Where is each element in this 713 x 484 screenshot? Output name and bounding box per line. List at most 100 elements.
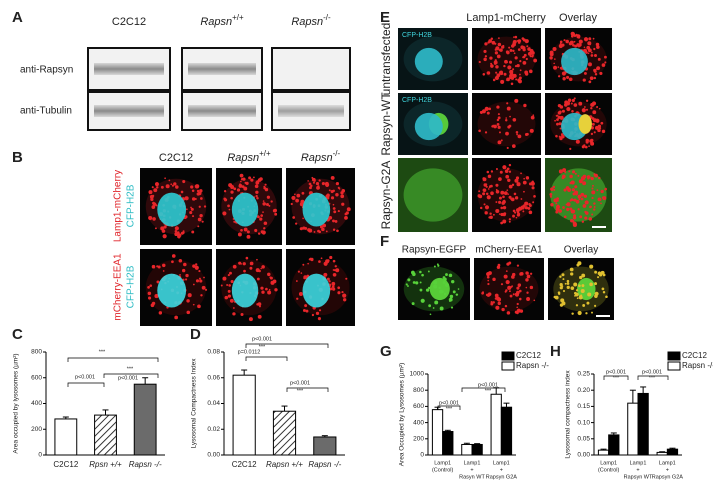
- punctum: [344, 216, 348, 220]
- punctum: [575, 139, 580, 144]
- punctum: [491, 125, 494, 128]
- punctum: [174, 315, 179, 320]
- punctum: [506, 50, 510, 55]
- punctum: [485, 183, 488, 186]
- punctum: [178, 259, 183, 263]
- punctum: [192, 215, 195, 218]
- punctum: [490, 191, 494, 196]
- punctum: [512, 209, 516, 213]
- punctum: [177, 233, 182, 238]
- significance-bracket: [245, 343, 329, 348]
- punctum: [559, 127, 562, 130]
- punctum: [494, 42, 497, 45]
- punctum: [326, 259, 330, 262]
- punctum: [591, 311, 593, 314]
- punctum: [488, 107, 492, 111]
- bar: [656, 451, 668, 456]
- punctum: [482, 192, 486, 196]
- punctum: [164, 177, 166, 180]
- punctum: [562, 174, 566, 179]
- legend-swatch: [501, 351, 515, 361]
- punctum: [184, 215, 188, 219]
- punctum: [490, 62, 493, 65]
- significance-bracket: [603, 375, 629, 380]
- x-tick-label: Lamp1: [600, 460, 617, 466]
- punctum: [516, 264, 520, 267]
- punctum: [529, 128, 534, 133]
- punctum: [532, 201, 535, 204]
- punctum: [511, 285, 514, 288]
- x-tick-label: Rapsyn G2A: [652, 474, 684, 480]
- micrograph: [398, 158, 468, 232]
- punctum: [573, 97, 576, 100]
- punctum: [239, 173, 244, 178]
- nucleus: [414, 112, 443, 141]
- punctum: [533, 299, 536, 302]
- punctum: [558, 169, 563, 174]
- punctum: [151, 264, 156, 269]
- punctum: [600, 270, 605, 275]
- punctum: [510, 197, 513, 201]
- punctum: [335, 181, 340, 186]
- legend-label: C2C12: [682, 351, 707, 360]
- punctum: [307, 262, 309, 265]
- punctum: [577, 194, 582, 199]
- punctum: [162, 263, 166, 268]
- punctum: [509, 294, 513, 298]
- punctum: [595, 42, 600, 47]
- punctum: [331, 281, 336, 286]
- bar: [313, 436, 337, 456]
- punctum: [332, 219, 335, 223]
- row-label: anti-Tubulin: [20, 106, 72, 117]
- punctum: [497, 125, 501, 129]
- punctum: [500, 212, 504, 217]
- punctum: [199, 279, 203, 283]
- punctum: [486, 170, 490, 174]
- punctum: [498, 131, 501, 134]
- punctum: [524, 39, 529, 44]
- nucleus: [561, 47, 588, 76]
- punctum: [512, 49, 515, 53]
- significance-bracket: [461, 387, 506, 392]
- punctum: [152, 217, 156, 221]
- punctum: [436, 263, 439, 266]
- punctum: [171, 184, 175, 187]
- punctum: [526, 274, 531, 279]
- punctum: [575, 289, 579, 292]
- punctum: [526, 291, 529, 294]
- punctum: [589, 282, 593, 287]
- punctum: [523, 103, 527, 108]
- punctum: [182, 179, 186, 184]
- punctum: [516, 308, 521, 313]
- panel-label: E: [380, 9, 390, 26]
- punctum: [336, 229, 339, 233]
- punctum: [489, 56, 493, 60]
- punctum: [252, 176, 255, 179]
- blot-band: [188, 63, 256, 75]
- punctum: [185, 208, 188, 211]
- punctum: [526, 45, 529, 48]
- punctum: [589, 264, 594, 269]
- punctum: [497, 113, 500, 116]
- punctum: [325, 194, 330, 199]
- punctum: [174, 230, 178, 233]
- punctum: [566, 202, 571, 207]
- punctum: [564, 282, 567, 285]
- punctum: [223, 197, 227, 201]
- punctum: [578, 284, 581, 288]
- nucleus: [414, 47, 443, 76]
- punctum: [493, 60, 498, 65]
- punctum: [512, 117, 517, 122]
- punctum: [315, 182, 320, 186]
- punctum: [508, 46, 511, 49]
- punctum: [240, 228, 243, 232]
- punctum: [555, 134, 558, 138]
- punctum: [451, 279, 455, 284]
- punctum: [569, 181, 573, 185]
- punctum: [516, 63, 520, 68]
- punctum: [330, 190, 334, 194]
- punctum: [528, 69, 533, 74]
- punctum: [483, 57, 487, 62]
- punctum: [578, 275, 583, 280]
- punctum: [197, 225, 200, 228]
